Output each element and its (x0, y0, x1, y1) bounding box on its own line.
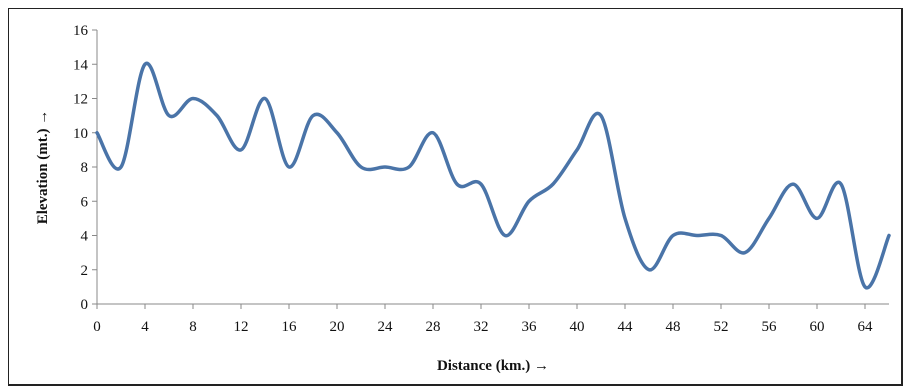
chart-axes (96, 30, 889, 305)
y-tick-label: 6 (81, 194, 89, 210)
x-tick-label: 20 (330, 319, 345, 335)
x-axis-title: Distance (km.) → (437, 358, 549, 374)
y-tick-label: 0 (81, 297, 89, 313)
y-tick-label: 12 (73, 92, 88, 108)
x-tick-label: 40 (570, 319, 585, 335)
x-tick-label: 56 (762, 319, 778, 335)
y-axis-ticks: 0 2 4 6 8 10 12 14 16 (73, 23, 97, 313)
series-layer (95, 61, 891, 290)
x-axis-ticks: 0 4 8 12 16 20 24 28 32 36 40 44 48 52 56 60 64 (93, 304, 873, 335)
x-tick-label: 60 (810, 319, 825, 335)
x-tick-label: 16 (282, 319, 298, 335)
y-tick-label: 4 (81, 229, 89, 245)
x-tick-label: 36 (522, 319, 538, 335)
y-tick-label: 14 (73, 57, 89, 73)
y-tick-label: 16 (73, 23, 89, 39)
x-tick-label: 12 (234, 319, 249, 335)
x-tick-label: 64 (858, 319, 874, 335)
chart-frame (8, 8, 903, 386)
elevation-line (95, 61, 891, 290)
x-tick-label: 28 (426, 319, 441, 335)
x-tick-label: 48 (666, 319, 681, 335)
x-tick-label: 4 (141, 319, 149, 335)
y-tick-label: 8 (81, 160, 89, 176)
y-tick-label: 2 (81, 263, 89, 279)
x-tick-label: 52 (714, 319, 729, 335)
x-tick-label: 44 (618, 319, 634, 335)
y-axis-title: Elevation (mt.) → (35, 110, 51, 225)
x-tick-label: 8 (189, 319, 197, 335)
x-tick-label: 0 (93, 319, 101, 335)
x-tick-label: 24 (378, 319, 394, 335)
y-tick-label: 10 (73, 126, 88, 142)
x-tick-label: 32 (474, 319, 489, 335)
